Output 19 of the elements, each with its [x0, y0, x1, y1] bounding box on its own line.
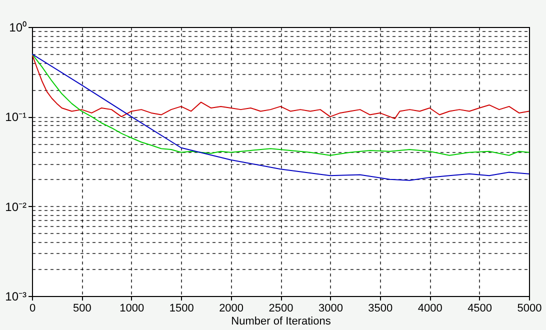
y-tick-label: 10⁻² — [5, 200, 27, 214]
line-series — [32, 53, 529, 120]
line-series — [32, 53, 529, 181]
y-tick-label: 10⁻³ — [5, 290, 27, 304]
x-tick-label: 3000 — [318, 302, 343, 314]
x-tick-label: 0 — [29, 302, 36, 314]
x-tick-label: 4000 — [418, 302, 442, 314]
x-axis-title: Number of Iterations — [231, 316, 332, 328]
x-tick-label: 1500 — [169, 302, 194, 314]
y-tick-label: 10⁰ — [9, 20, 26, 34]
x-tick-label: 4500 — [468, 302, 492, 314]
x-tick-label: 5000 — [517, 302, 542, 314]
x-tick-label: 3500 — [368, 302, 393, 314]
y-tick-label: 10⁻¹ — [5, 110, 27, 124]
x-tick-label: 2500 — [268, 302, 294, 314]
x-tick-label: 500 — [73, 302, 92, 314]
line-series — [32, 53, 529, 156]
x-tick-label: 1000 — [120, 302, 144, 314]
x-tick-label: 2000 — [219, 302, 244, 314]
